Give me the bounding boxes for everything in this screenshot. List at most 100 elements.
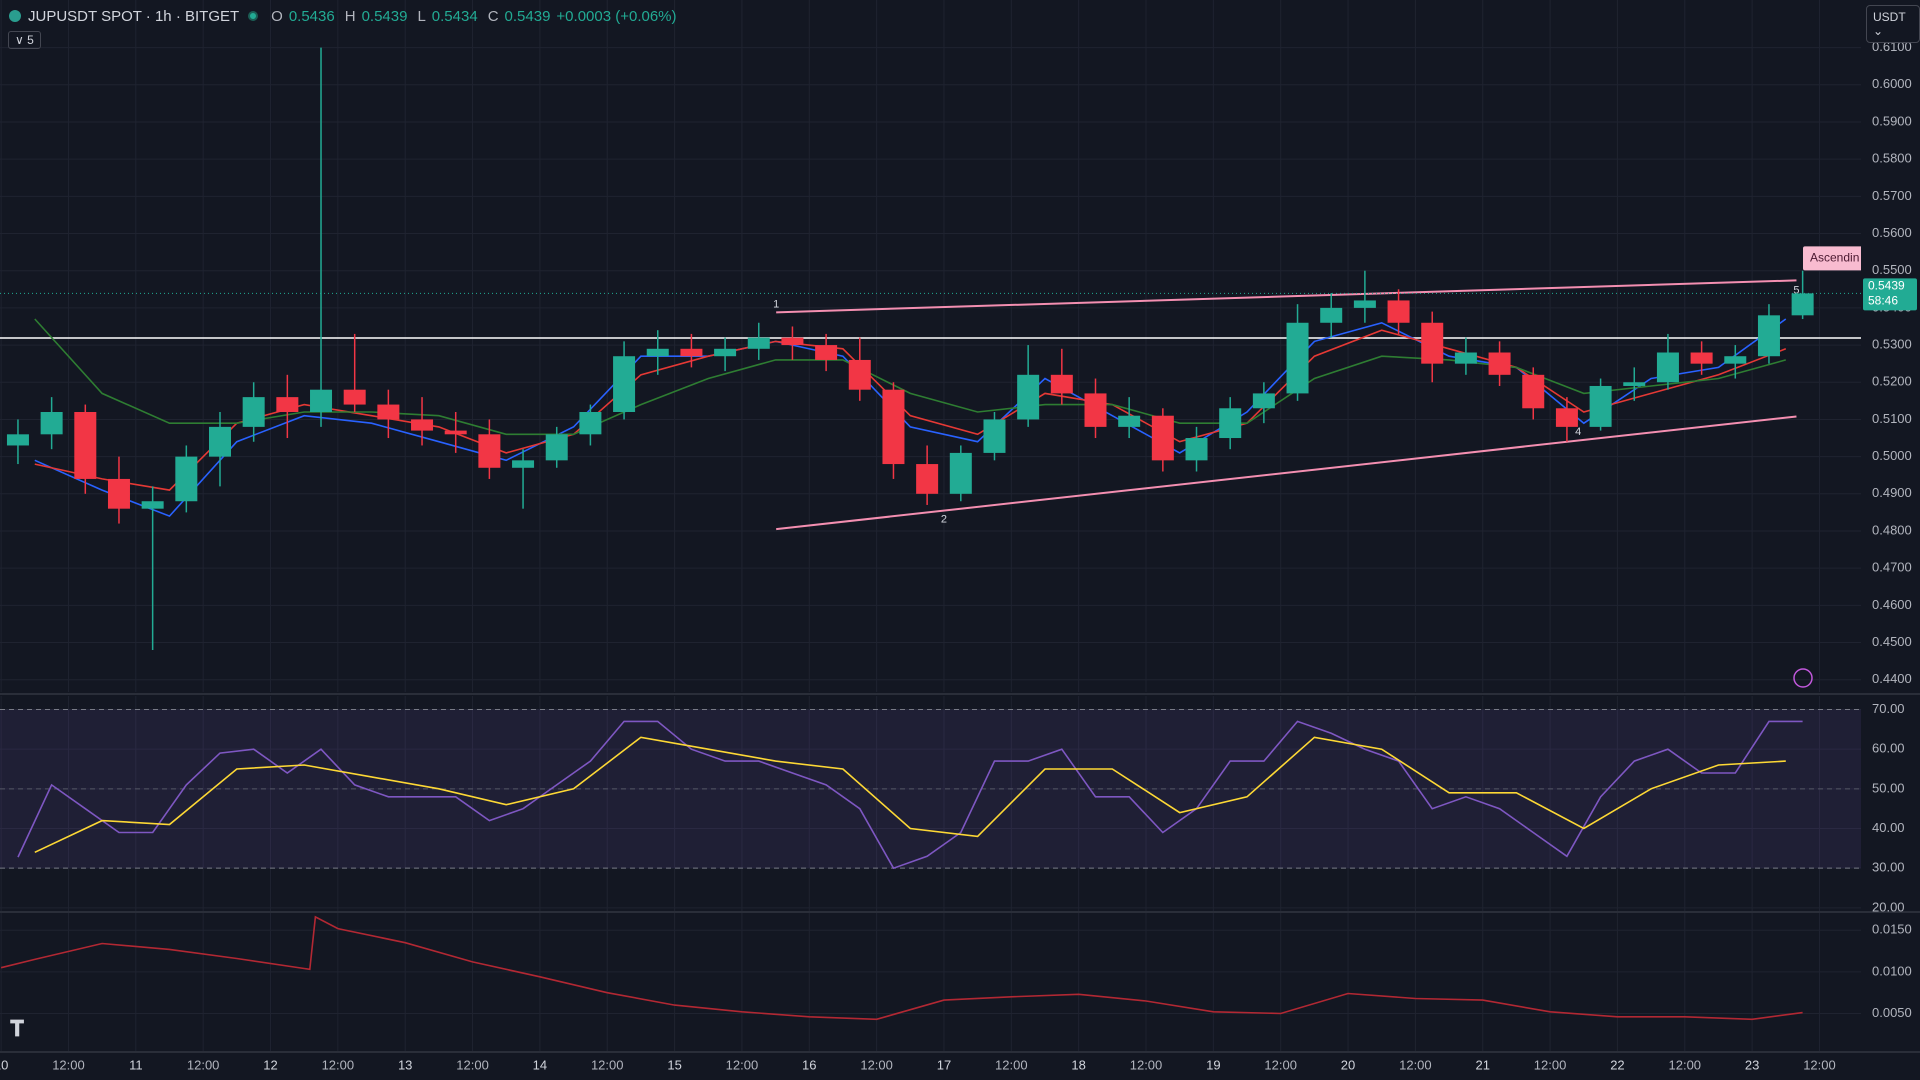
- candle-body: [444, 430, 467, 435]
- candle-body: [680, 348, 703, 357]
- candle-body: [1185, 438, 1208, 461]
- y-tick-label: 0.5300: [1872, 337, 1912, 352]
- candle-body: [107, 478, 130, 509]
- x-tick-label: 12:00: [591, 1057, 624, 1072]
- candle-body: [1320, 307, 1343, 323]
- y-tick-label: 0.4700: [1872, 560, 1912, 575]
- y-tick-label: 0.5200: [1872, 374, 1912, 389]
- candle-body: [1454, 352, 1477, 364]
- y-tick-label: 0.4800: [1872, 522, 1912, 537]
- symbol-icon: [9, 10, 21, 22]
- indicator-line: [17, 720, 1803, 870]
- x-tick-label: 12:00: [52, 1057, 85, 1072]
- x-tick-label: 21: [1476, 1057, 1490, 1072]
- candle-body: [175, 456, 198, 502]
- status-dot: [248, 11, 259, 21]
- candle-body: [1017, 374, 1040, 420]
- candle-body: [1151, 415, 1174, 461]
- pattern-label: Ascendin: [1810, 251, 1859, 265]
- candle-body: [1286, 322, 1309, 394]
- candle-body: [411, 419, 434, 431]
- h-value: 0.5439: [361, 7, 408, 25]
- y-tick-label: 0.5000: [1872, 448, 1912, 463]
- symbol[interactable]: JUPUSDT SPOT · 1h · BITGET: [28, 7, 240, 25]
- x-tick-label: 16: [802, 1057, 816, 1072]
- y-tick-label: 0.4600: [1872, 597, 1912, 612]
- countdown: 58:46: [1868, 294, 1898, 308]
- candle-body: [1488, 352, 1511, 375]
- o-value: 0.5436: [288, 7, 335, 25]
- candle-body: [1387, 300, 1410, 323]
- currency-select[interactable]: USDT ⌄: [1866, 5, 1920, 43]
- indicator-line: [0, 915, 1803, 1021]
- y-tick-label: 50.00: [1872, 780, 1905, 795]
- pattern-point-label: 2: [941, 514, 947, 526]
- x-tick-label: 12:00: [1264, 1057, 1297, 1072]
- x-tick-label: 12:00: [1130, 1057, 1163, 1072]
- candle-body: [916, 464, 939, 494]
- y-tick-label: 0.0100: [1872, 963, 1912, 978]
- candle-body: [1118, 415, 1141, 427]
- x-tick-label: 12:00: [1534, 1057, 1567, 1072]
- y-tick-label: 0.0150: [1872, 922, 1912, 937]
- y-tick-label: 0.4500: [1872, 634, 1912, 649]
- c-value: 0.5439: [504, 7, 551, 25]
- x-tick-label: 23: [1745, 1057, 1759, 1072]
- candle-body: [1656, 352, 1679, 383]
- candle-body: [1421, 322, 1444, 364]
- y-tick-label: 0.5800: [1872, 151, 1912, 166]
- y-tick-label: 70.00: [1872, 701, 1905, 716]
- candle-body: [1219, 408, 1242, 439]
- x-tick-label: 20: [1341, 1057, 1355, 1072]
- x-tick-label: 12:00: [1399, 1057, 1432, 1072]
- indicators-toggle[interactable]: ∨ 5: [8, 31, 41, 49]
- y-tick-label: 0.0050: [1872, 1005, 1912, 1020]
- h-label: H: [344, 7, 356, 25]
- x-tick-label: 12: [263, 1057, 277, 1072]
- x-tick-label: 12:00: [187, 1057, 220, 1072]
- pattern-point-label: 1: [773, 298, 779, 310]
- candle-body: [781, 337, 804, 346]
- currency: USDT: [1873, 10, 1906, 24]
- y-tick-label: 0.5500: [1872, 262, 1912, 277]
- candle-body: [74, 412, 97, 479]
- alert-icon: [1793, 668, 1813, 688]
- pattern-point-label: 5: [1793, 284, 1799, 296]
- y-tick-label: 60.00: [1872, 741, 1905, 756]
- candle-body: [343, 389, 366, 405]
- trendline: [776, 279, 1797, 314]
- candle-body: [613, 356, 636, 413]
- candle-body: [242, 397, 265, 427]
- candle-body: [40, 412, 63, 435]
- x-tick-label: 10: [0, 1057, 8, 1072]
- trendline: [776, 415, 1797, 531]
- candle-body: [6, 434, 29, 446]
- candle-body: [714, 348, 737, 357]
- candle-body: [208, 426, 231, 457]
- candle-body: [848, 359, 871, 390]
- candle-body: [579, 412, 602, 435]
- y-tick-label: 0.5100: [1872, 411, 1912, 426]
- candle-body: [276, 397, 299, 413]
- candle-body: [377, 404, 400, 420]
- header: JUPUSDT SPOT · 1h · BITGET O 0.5436 H 0.54…: [0, 0, 677, 32]
- x-tick-label: 11: [129, 1057, 143, 1072]
- candle-body: [1252, 393, 1275, 409]
- y-tick-label: 0.5600: [1872, 225, 1912, 240]
- candle-body: [1353, 300, 1376, 308]
- y-tick-label: 0.5700: [1872, 188, 1912, 203]
- last-price: 0.5439: [1868, 279, 1905, 293]
- candle-body: [478, 434, 501, 468]
- last-price-box: [1863, 278, 1917, 311]
- x-tick-label: 22: [1610, 1057, 1624, 1072]
- candle-body: [646, 348, 669, 357]
- o-label: O: [271, 7, 283, 25]
- x-tick-label: 19: [1206, 1057, 1220, 1072]
- candle-body: [310, 389, 333, 413]
- x-tick-label: 12:00: [860, 1057, 893, 1072]
- logo: 𝐓: [10, 1016, 24, 1041]
- candle-body: [747, 337, 770, 349]
- x-tick-label: 12:00: [456, 1057, 489, 1072]
- x-tick-label: 18: [1071, 1057, 1085, 1072]
